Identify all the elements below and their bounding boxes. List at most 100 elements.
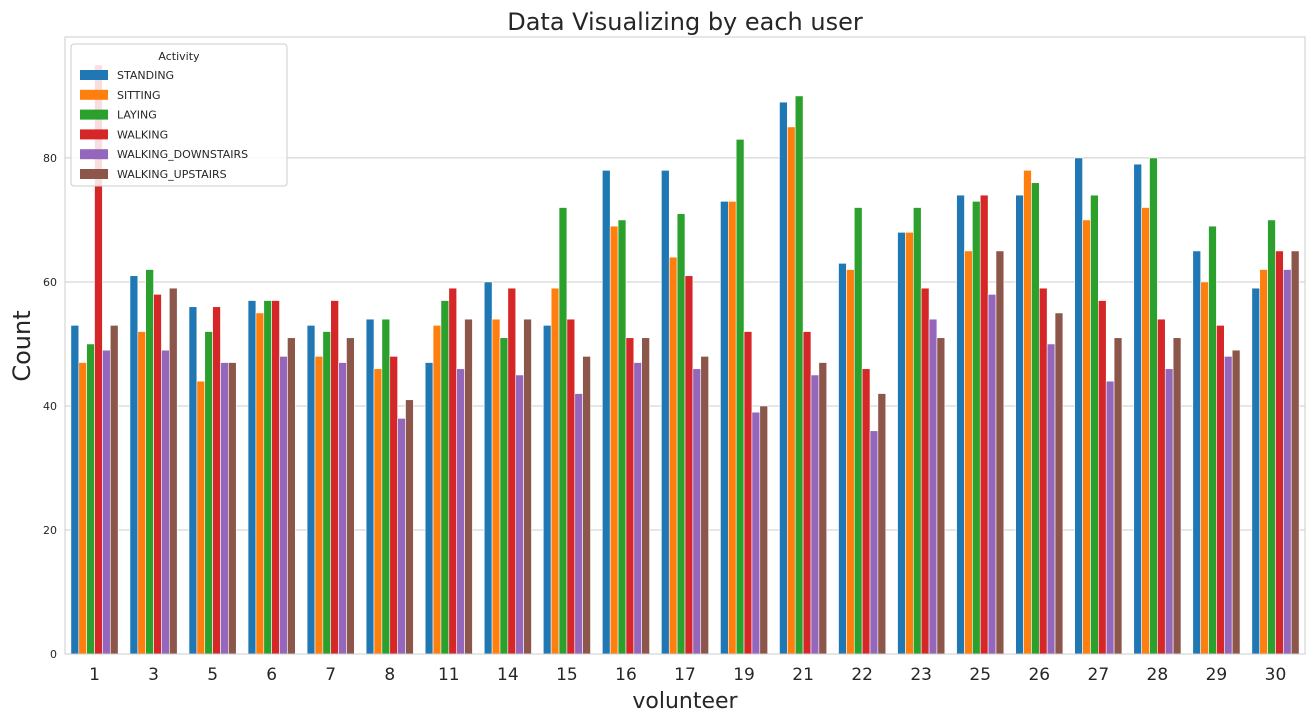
bar-standing <box>70 325 80 655</box>
y-tick-label: 40 <box>43 400 57 413</box>
bar-laying <box>676 213 686 655</box>
bar-walking-downstairs <box>1283 269 1292 655</box>
bar-sitting <box>137 331 146 655</box>
bar-sitting <box>1141 207 1150 655</box>
legend-label: SITTING <box>117 89 160 102</box>
bar-walking-downstairs <box>633 362 642 655</box>
bar-walking <box>507 287 517 655</box>
bar-walking-upstairs <box>877 393 887 655</box>
bar-walking <box>920 287 930 655</box>
bar-walking <box>448 287 457 655</box>
x-tick-label: 25 <box>969 665 991 685</box>
plot-frame <box>64 36 1306 655</box>
bar-walking-downstairs <box>161 349 170 655</box>
bar-laying <box>972 201 981 655</box>
x-axis-label: volunteer <box>632 689 738 714</box>
bar-walking <box>625 337 635 655</box>
bar-walking-upstairs <box>700 356 709 655</box>
bar-laying <box>913 207 922 655</box>
bar-laying <box>558 207 568 655</box>
bar-walking <box>802 331 812 655</box>
bar-standing <box>188 306 198 655</box>
bar-walking-upstairs <box>582 356 591 655</box>
bar-laying <box>440 300 450 655</box>
bar-walking-downstairs <box>810 374 820 655</box>
y-tick-labels: 0 20 40 60 80 <box>43 152 57 661</box>
bar-laying <box>1090 194 1099 655</box>
bar-standing <box>1074 157 1083 655</box>
bar-laying <box>1149 157 1158 655</box>
bar-laying <box>1267 219 1276 655</box>
legend-title: Activity <box>158 50 200 63</box>
x-tick-label: 17 <box>674 665 696 685</box>
y-tick-label: 80 <box>43 152 57 165</box>
x-tick-label: 21 <box>792 665 814 685</box>
bar-walking <box>153 294 162 655</box>
bar-walking-downstairs <box>220 362 229 655</box>
bar-walking-downstairs <box>1224 356 1233 655</box>
bar-standing <box>1133 163 1142 655</box>
legend-items: STANDING SITTING LAYING WALKING WALKING_DOWN… <box>80 69 248 181</box>
bar-walking <box>1216 325 1225 655</box>
bar-walking-upstairs <box>287 337 296 655</box>
bar-sitting <box>1023 170 1032 655</box>
bar-standing <box>956 194 965 655</box>
y-tick-label: 0 <box>50 648 57 661</box>
legend-swatch <box>80 89 108 100</box>
bar-standing <box>1192 250 1201 655</box>
bar-walking <box>1038 287 1048 655</box>
bar-standing <box>306 325 316 655</box>
bar-walking-upstairs <box>228 362 237 655</box>
bar-standing <box>838 263 847 655</box>
x-tick-label: 14 <box>497 665 519 685</box>
bar-walking <box>979 194 989 655</box>
bar-sitting <box>668 256 678 655</box>
bar-walking-upstairs <box>523 318 532 655</box>
x-tick-label: 7 <box>325 665 336 685</box>
legend-label: LAYING <box>117 109 157 122</box>
bar-walking-downstairs <box>987 294 997 655</box>
bar-standing <box>542 325 552 655</box>
bar-walking <box>861 368 871 655</box>
legend-swatch <box>80 70 108 80</box>
bar-walking-upstairs <box>1113 337 1123 655</box>
bar-standing <box>602 170 611 655</box>
bar-sitting <box>78 362 87 655</box>
bars <box>70 64 1300 655</box>
bar-walking-downstairs <box>1046 343 1056 655</box>
bar-walking-upstairs <box>346 337 355 655</box>
bar-standing <box>1015 194 1024 655</box>
bar-walking-upstairs <box>405 399 414 655</box>
bar-walking-downstairs <box>456 368 465 655</box>
bar-laying <box>381 318 391 655</box>
bar-sitting <box>609 225 619 655</box>
x-tick-label: 15 <box>556 665 578 685</box>
bar-standing <box>897 232 906 655</box>
bar-walking-downstairs <box>515 374 524 655</box>
bar-sitting <box>846 269 855 655</box>
bar-laying <box>1208 225 1217 655</box>
bar-sitting <box>373 368 383 655</box>
bar-standing <box>129 275 139 655</box>
legend-box <box>70 43 288 187</box>
bar-walking-upstairs <box>936 337 946 655</box>
bar-walking-downstairs <box>338 362 347 655</box>
bar-walking <box>566 318 576 655</box>
chart-title: Data Visualizing by each user <box>507 8 863 36</box>
legend-swatch <box>80 109 108 120</box>
bar-sitting <box>196 380 206 655</box>
bar-laying <box>794 95 804 655</box>
y-tick-label: 60 <box>43 276 57 289</box>
bar-laying <box>1031 182 1040 655</box>
x-tick-labels: 1 3 5 6 7 8 11 14 15 16 17 19 21 22 23 25 26 27 28 29 30 <box>89 665 1286 685</box>
bar-walking-upstairs <box>1172 337 1182 655</box>
bar-laying <box>322 331 332 655</box>
legend-label: STANDING <box>117 69 174 82</box>
bar-sitting <box>964 250 973 655</box>
bar-walking-upstairs <box>759 405 768 655</box>
bar-standing <box>661 170 670 655</box>
bar-sitting <box>491 318 501 655</box>
bar-standing <box>1251 287 1261 655</box>
bar-walking <box>1157 318 1166 655</box>
x-tick-label: 19 <box>733 665 755 685</box>
